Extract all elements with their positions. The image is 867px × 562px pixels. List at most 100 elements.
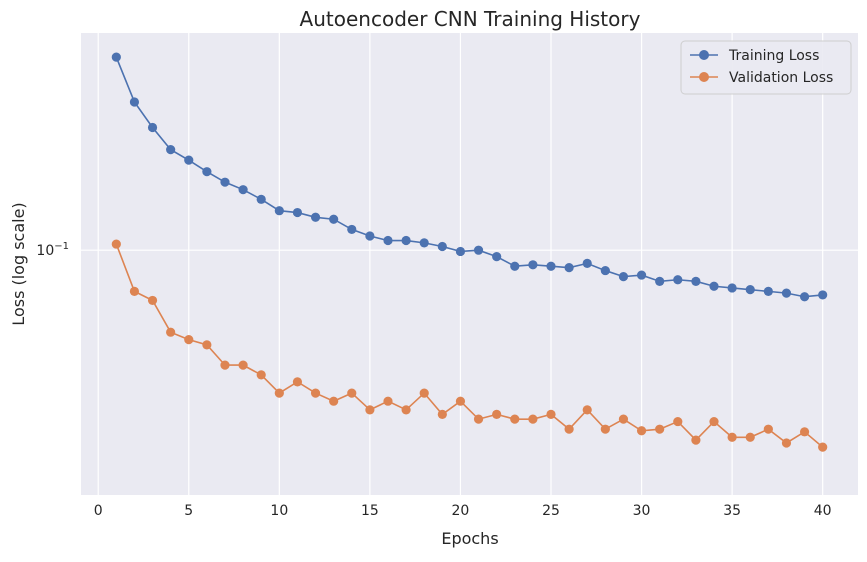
legend-frame xyxy=(680,40,852,95)
chart-title: Autoencoder CNN Training History xyxy=(300,7,641,31)
series-1-point xyxy=(383,396,393,406)
series-1-point xyxy=(238,360,248,370)
series-0-point xyxy=(419,238,429,248)
series-0-point xyxy=(673,275,683,285)
series-0-point xyxy=(329,214,339,224)
tick-labels: 0 5 10 15 20 25 30 35 40 10−1 xyxy=(36,241,831,519)
series-0-point xyxy=(147,122,158,133)
series-1-point xyxy=(347,388,357,398)
series-0-point xyxy=(818,290,828,300)
series-1-point xyxy=(455,396,466,406)
series-1-point xyxy=(636,426,647,436)
series-0-point xyxy=(129,97,140,107)
series-0-point xyxy=(111,52,121,62)
plot-area xyxy=(81,33,858,495)
series-0-point xyxy=(745,285,755,295)
legend-marker-training xyxy=(699,50,709,60)
series-line-0 xyxy=(115,56,823,298)
series-0-point xyxy=(492,252,502,262)
series-0-point xyxy=(455,246,466,257)
legend: Training Loss Validation Loss xyxy=(680,40,852,95)
series-0-point xyxy=(655,276,665,286)
series-1-point xyxy=(691,435,701,445)
series-0-point xyxy=(437,241,447,252)
series-layer xyxy=(111,52,828,452)
series-1-point xyxy=(673,416,683,427)
series-0-point xyxy=(292,207,303,218)
legend-marker-validation xyxy=(699,72,709,82)
series-0-point xyxy=(546,261,556,271)
series-1-point xyxy=(745,432,755,442)
series-line-1 xyxy=(115,243,824,448)
series-1-point xyxy=(274,388,284,398)
series-1-point xyxy=(365,405,375,415)
series-0-point xyxy=(564,263,574,273)
series-1-point xyxy=(129,286,140,296)
x-tick-label: 30 xyxy=(633,503,651,519)
series-1-point xyxy=(473,414,484,424)
x-axis-label: Epochs xyxy=(441,529,498,548)
series-1-point xyxy=(329,396,339,406)
series-0-point xyxy=(691,276,701,286)
series-0-point xyxy=(256,194,266,204)
legend-entry-validation: Validation Loss xyxy=(690,70,833,86)
series-0-point xyxy=(310,212,321,222)
x-tick-label: 20 xyxy=(452,503,470,519)
series-0-point xyxy=(274,206,284,216)
series-0-point xyxy=(347,224,357,235)
x-tick-label: 10 xyxy=(270,503,288,519)
legend-entry-training: Training Loss xyxy=(690,48,819,64)
series-0-point xyxy=(781,288,792,298)
series-1-point xyxy=(781,438,792,448)
series-0-point xyxy=(528,260,538,270)
series-0-point xyxy=(473,245,484,255)
series-0-point xyxy=(510,261,520,271)
series-1-point xyxy=(546,409,556,420)
series-1-point xyxy=(655,424,665,434)
series-1-point xyxy=(202,340,212,350)
series-0-point xyxy=(220,177,230,187)
x-tick-label: 5 xyxy=(184,503,193,519)
series-1-point xyxy=(256,370,266,380)
series-1-point xyxy=(582,405,592,415)
series-1-point xyxy=(437,409,447,420)
series-1-point xyxy=(510,414,520,424)
series-1-point xyxy=(166,327,176,337)
series-0-point xyxy=(401,235,411,246)
y-tick-label: 10−1 xyxy=(36,241,69,259)
series-0-point xyxy=(238,185,248,195)
series-1-point xyxy=(763,424,773,434)
series-0-point xyxy=(799,292,810,302)
series-1-point xyxy=(564,424,574,434)
series-0-point xyxy=(600,265,610,276)
series-1-point xyxy=(492,409,502,420)
series-1-point xyxy=(600,424,610,434)
series-1-point xyxy=(618,414,629,424)
series-0-point xyxy=(727,283,737,293)
series-0-point xyxy=(202,167,212,177)
series-0-point xyxy=(582,258,592,269)
legend-label-training: Training Loss xyxy=(728,48,819,64)
series-0-point xyxy=(636,270,647,280)
series-0-point xyxy=(618,272,629,282)
series-1-point xyxy=(147,295,158,306)
series-1-point xyxy=(111,239,121,249)
series-1-point xyxy=(727,432,737,442)
series-0-point xyxy=(763,286,773,296)
x-tick-label: 0 xyxy=(94,503,103,519)
series-1-point xyxy=(799,427,810,437)
series-0-point xyxy=(383,235,393,246)
series-1-point xyxy=(818,442,828,452)
series-1-point xyxy=(292,377,303,387)
series-0-point xyxy=(184,155,194,165)
x-tick-label: 40 xyxy=(814,503,832,519)
x-tick-label: 35 xyxy=(723,503,741,519)
series-1-point xyxy=(184,335,194,345)
series-0-point xyxy=(166,144,176,155)
series-0-point xyxy=(365,231,375,241)
x-tick-label: 15 xyxy=(361,503,379,519)
series-1-point xyxy=(220,360,230,370)
series-0-point xyxy=(709,281,719,291)
